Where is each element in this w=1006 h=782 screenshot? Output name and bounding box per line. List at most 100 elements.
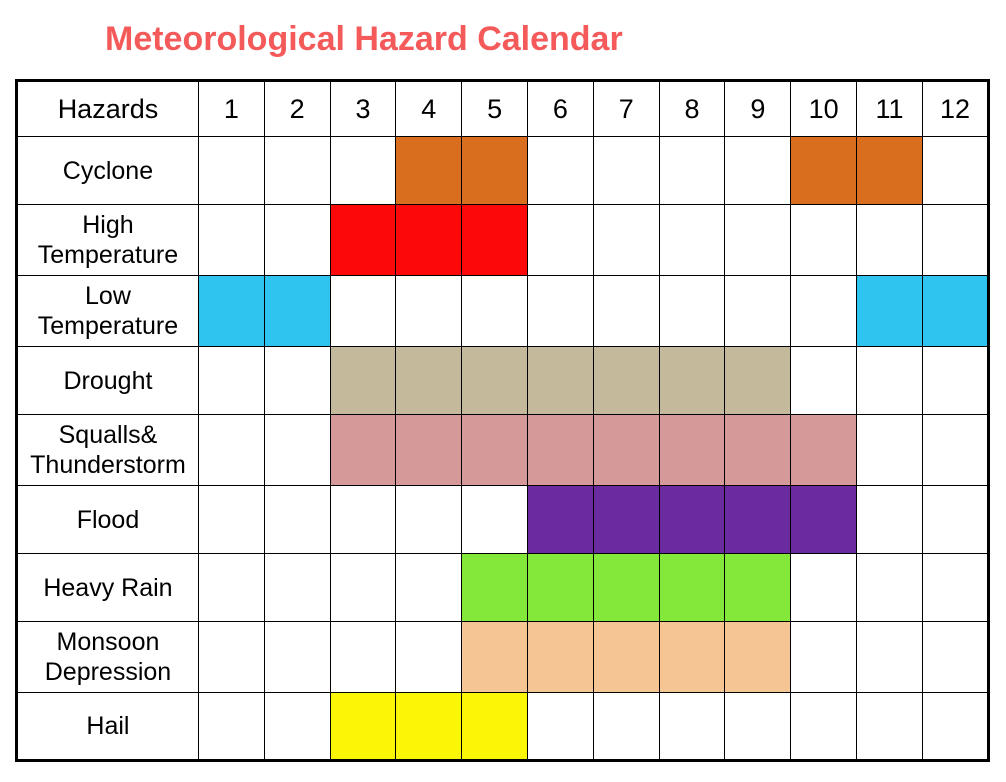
- table-row: Low Temperature: [17, 276, 989, 347]
- hazard-cell: [396, 415, 462, 486]
- hazard-cell: [791, 622, 857, 693]
- hazard-cell: [659, 276, 725, 347]
- hazard-cell: [264, 554, 330, 622]
- hazard-cell: [857, 486, 923, 554]
- hazard-label: Low Temperature: [17, 276, 199, 347]
- hazard-cell: [725, 693, 791, 761]
- hazard-cell: [330, 622, 396, 693]
- hazard-label: Cyclone: [17, 137, 199, 205]
- hazard-cell: [330, 205, 396, 276]
- hazard-cell: [791, 693, 857, 761]
- table-row: Squalls& Thunderstorm: [17, 415, 989, 486]
- hazard-label: Hail: [17, 693, 199, 761]
- header-month-12: 12: [922, 81, 988, 137]
- hazard-cell: [528, 137, 594, 205]
- hazard-cell: [528, 415, 594, 486]
- hazard-cell: [922, 693, 988, 761]
- hazard-cell: [462, 415, 528, 486]
- hazard-cell: [198, 276, 264, 347]
- hazard-cell: [593, 347, 659, 415]
- hazard-cell: [264, 137, 330, 205]
- hazard-cell: [528, 554, 594, 622]
- hazard-cell: [857, 693, 923, 761]
- hazard-cell: [593, 693, 659, 761]
- hazard-cell: [198, 347, 264, 415]
- header-month-2: 2: [264, 81, 330, 137]
- hazard-cell: [791, 415, 857, 486]
- header-month-8: 8: [659, 81, 725, 137]
- hazard-cell: [330, 415, 396, 486]
- hazard-cell: [462, 486, 528, 554]
- hazard-cell: [462, 554, 528, 622]
- hazard-label: Heavy Rain: [17, 554, 199, 622]
- hazard-cell: [593, 276, 659, 347]
- hazard-cell: [593, 137, 659, 205]
- hazard-cell: [593, 205, 659, 276]
- hazard-cell: [198, 622, 264, 693]
- hazard-cell: [791, 276, 857, 347]
- hazard-cell: [659, 205, 725, 276]
- hazard-cell: [264, 347, 330, 415]
- hazard-cell: [659, 347, 725, 415]
- hazard-cell: [922, 276, 988, 347]
- table-row: Hail: [17, 693, 989, 761]
- hazard-cell: [922, 554, 988, 622]
- hazard-cell: [725, 205, 791, 276]
- hazard-cell: [528, 622, 594, 693]
- hazard-cell: [462, 205, 528, 276]
- hazard-label: Squalls& Thunderstorm: [17, 415, 199, 486]
- hazard-cell: [725, 415, 791, 486]
- hazard-cell: [198, 693, 264, 761]
- hazard-cell: [593, 415, 659, 486]
- table-row: Flood: [17, 486, 989, 554]
- hazard-cell: [528, 693, 594, 761]
- hazard-cell: [396, 205, 462, 276]
- hazard-cell: [725, 554, 791, 622]
- hazard-cell: [659, 137, 725, 205]
- header-month-6: 6: [528, 81, 594, 137]
- table-body: CycloneHigh TemperatureLow TemperatureDr…: [17, 137, 989, 761]
- hazard-calendar-table: Hazards 123456789101112 CycloneHigh Temp…: [15, 79, 990, 762]
- header-month-1: 1: [198, 81, 264, 137]
- hazard-cell: [396, 486, 462, 554]
- hazard-cell: [922, 415, 988, 486]
- hazard-cell: [462, 137, 528, 205]
- hazard-cell: [330, 347, 396, 415]
- hazard-cell: [791, 137, 857, 205]
- header-month-9: 9: [725, 81, 791, 137]
- hazard-cell: [330, 693, 396, 761]
- hazard-cell: [330, 486, 396, 554]
- hazard-cell: [198, 205, 264, 276]
- hazard-cell: [857, 347, 923, 415]
- hazard-cell: [462, 693, 528, 761]
- header-row: Hazards 123456789101112: [17, 81, 989, 137]
- hazard-cell: [725, 347, 791, 415]
- hazard-cell: [857, 622, 923, 693]
- hazard-cell: [528, 205, 594, 276]
- hazard-cell: [528, 276, 594, 347]
- table-row: High Temperature: [17, 205, 989, 276]
- hazard-cell: [659, 415, 725, 486]
- header-month-4: 4: [396, 81, 462, 137]
- hazard-cell: [725, 622, 791, 693]
- table-row: Monsoon Depression: [17, 622, 989, 693]
- hazard-cell: [593, 622, 659, 693]
- hazard-cell: [264, 205, 330, 276]
- hazard-cell: [198, 137, 264, 205]
- hazard-cell: [396, 137, 462, 205]
- hazard-cell: [462, 276, 528, 347]
- hazard-label: Drought: [17, 347, 199, 415]
- hazard-cell: [857, 276, 923, 347]
- hazard-label: Monsoon Depression: [17, 622, 199, 693]
- hazard-label: Flood: [17, 486, 199, 554]
- header-month-11: 11: [857, 81, 923, 137]
- hazard-cell: [725, 486, 791, 554]
- hazard-cell: [659, 486, 725, 554]
- hazard-cell: [659, 554, 725, 622]
- hazard-cell: [857, 554, 923, 622]
- hazard-label: High Temperature: [17, 205, 199, 276]
- hazard-cell: [791, 205, 857, 276]
- hazard-cell: [264, 276, 330, 347]
- hazard-cell: [264, 486, 330, 554]
- table-row: Drought: [17, 347, 989, 415]
